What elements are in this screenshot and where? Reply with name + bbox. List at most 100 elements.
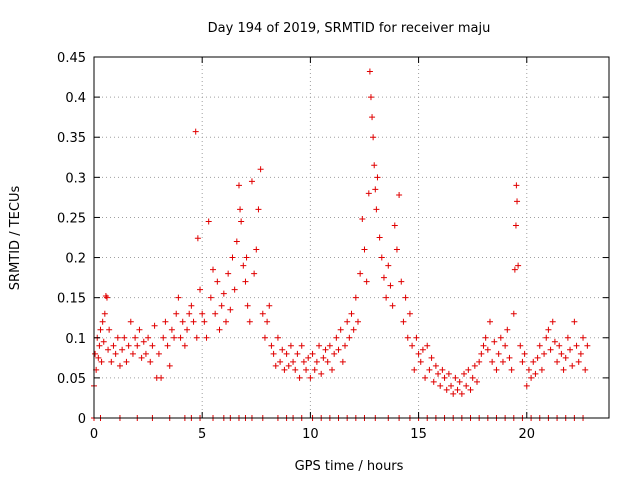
data-point [413, 334, 420, 341]
data-point [443, 386, 450, 393]
data-point [322, 346, 329, 353]
data-point [584, 342, 591, 349]
data-point [222, 318, 229, 325]
data-point [417, 358, 424, 365]
data-point [270, 350, 277, 357]
x-tick-label: 20 [518, 427, 535, 442]
data-point [376, 234, 383, 241]
data-point [201, 318, 208, 325]
data-point [184, 326, 191, 333]
data-point [458, 390, 465, 397]
data-point [123, 358, 130, 365]
data-point [580, 334, 587, 341]
data-point [132, 334, 139, 341]
data-point [100, 338, 107, 345]
data-point [406, 310, 413, 317]
data-point [367, 94, 374, 101]
data-point [538, 366, 545, 373]
data-point [272, 362, 279, 369]
data-point [387, 282, 394, 289]
data-point [190, 318, 197, 325]
data-point [558, 350, 565, 357]
data-point [285, 362, 292, 369]
data-point [484, 346, 491, 353]
data-point [92, 350, 99, 357]
data-point [525, 366, 532, 373]
data-point [212, 310, 219, 317]
data-point [562, 354, 569, 361]
data-point [316, 342, 323, 349]
data-point [103, 294, 110, 301]
data-point [106, 326, 113, 333]
y-tick-label: 0.1 [65, 332, 86, 347]
data-point [242, 278, 249, 285]
data-point [396, 191, 403, 198]
data-point [435, 370, 442, 377]
data-point [495, 350, 502, 357]
data-point [193, 334, 200, 341]
data-point [476, 358, 483, 365]
x-tick-label: 5 [198, 427, 206, 442]
data-point [294, 350, 301, 357]
data-point [463, 382, 470, 389]
data-point [560, 366, 567, 373]
data-point [112, 350, 119, 357]
data-point [188, 302, 195, 309]
data-point [244, 302, 251, 309]
x-tick-label: 0 [90, 427, 98, 442]
data-point [471, 362, 478, 369]
chart-title: Day 194 of 2019, SRMTID for receiver maj… [208, 21, 491, 36]
data-point [380, 274, 387, 281]
data-point [346, 334, 353, 341]
data-point [582, 366, 589, 373]
data-point [173, 310, 180, 317]
data-point [510, 310, 517, 317]
data-point [309, 350, 316, 357]
data-point [567, 346, 574, 353]
data-point [372, 186, 379, 193]
data-point [292, 366, 299, 373]
y-tick-label: 0.05 [57, 372, 86, 387]
data-point [114, 334, 121, 341]
data-point [108, 358, 115, 365]
data-point [303, 366, 310, 373]
data-point [142, 350, 149, 357]
data-point [261, 334, 268, 341]
data-point [119, 346, 126, 353]
data-point [277, 358, 284, 365]
data-point [333, 334, 340, 341]
data-point [547, 346, 554, 353]
data-point [147, 358, 154, 365]
data-point [237, 206, 244, 213]
data-point [98, 358, 105, 365]
data-point [110, 342, 117, 349]
data-point [207, 294, 214, 301]
data-point [564, 334, 571, 341]
data-point [199, 310, 206, 317]
data-point [253, 246, 260, 253]
data-point [519, 358, 526, 365]
data-point [554, 358, 561, 365]
data-point [478, 350, 485, 357]
data-point [205, 218, 212, 225]
data-point [177, 334, 184, 341]
y-tick-label: 0.15 [57, 292, 86, 307]
x-axis-label: GPS time / hours [295, 459, 404, 474]
data-point [461, 370, 468, 377]
data-point [166, 362, 173, 369]
data-point [238, 218, 245, 225]
data-point [499, 358, 506, 365]
data-point [465, 366, 472, 373]
data-point [404, 334, 411, 341]
data-point [129, 350, 136, 357]
y-tick-label: 0 [78, 412, 86, 427]
data-point [225, 270, 232, 277]
data-point [164, 342, 171, 349]
data-point [383, 294, 390, 301]
data-point [422, 374, 429, 381]
data-point [155, 350, 162, 357]
data-point [373, 206, 380, 213]
x-tick-label: 15 [410, 427, 427, 442]
data-point [214, 278, 221, 285]
data-point [99, 318, 106, 325]
